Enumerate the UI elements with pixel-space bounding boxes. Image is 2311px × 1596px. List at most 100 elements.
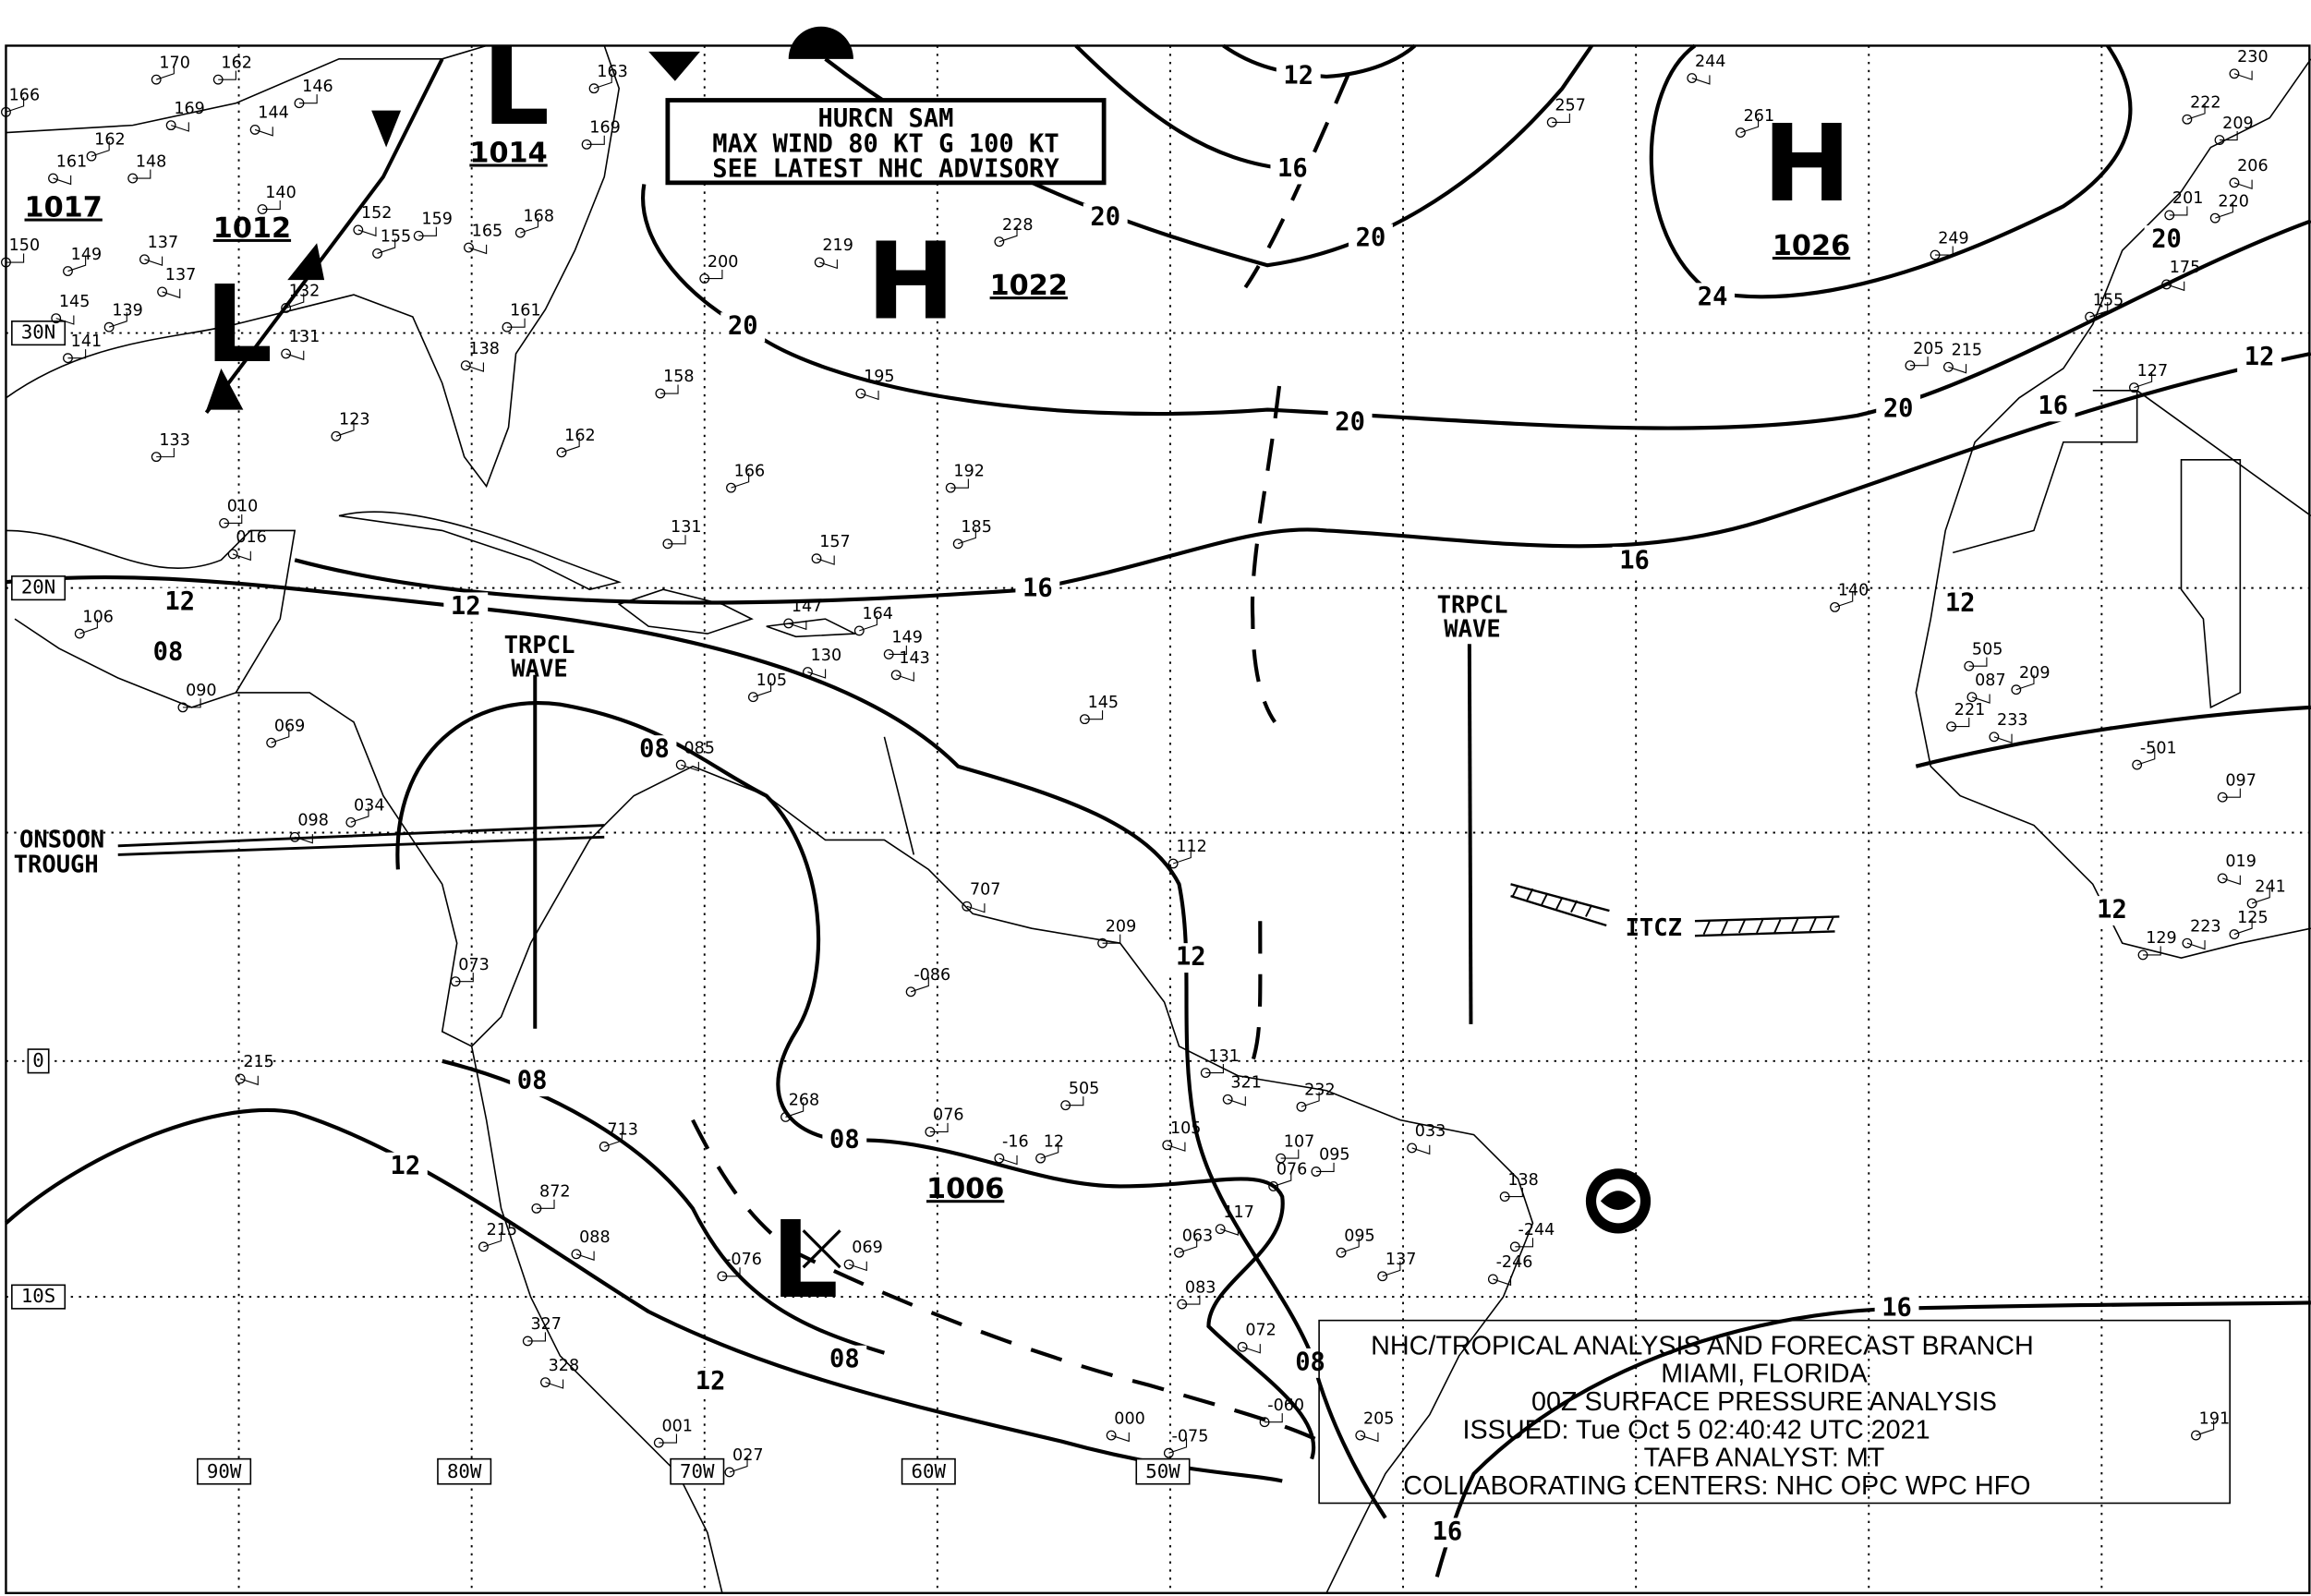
isobar-label: 08 xyxy=(146,637,190,668)
station-circle-icon xyxy=(811,553,822,564)
station-plot: 105 xyxy=(747,671,787,703)
station-pressure: 166 xyxy=(734,462,765,480)
tropical-wave-2: TRPCL WAVE xyxy=(1437,592,1507,1024)
station-plot: 137 xyxy=(1377,1251,1416,1282)
lon-label-90w: 90W xyxy=(197,1457,252,1485)
wind-barb-icon xyxy=(729,1457,748,1473)
station-circle-icon xyxy=(783,618,794,629)
station-plot: 137 xyxy=(157,266,197,299)
station-circle-icon xyxy=(1355,1430,1366,1441)
isobar-label: 12 xyxy=(1938,589,1983,620)
svg-text:H: H xyxy=(866,221,955,345)
isobar-label: 20 xyxy=(1876,394,1921,425)
station-circle-icon xyxy=(1162,1140,1173,1151)
isobar-label: 08 xyxy=(822,1125,867,1155)
isobar-label: 20 xyxy=(1327,407,1373,438)
station-plot: 233 xyxy=(1989,711,2028,744)
station-plot: 143 xyxy=(890,649,930,682)
lon-label-70w: 70W xyxy=(670,1457,725,1485)
svg-text:70W: 70W xyxy=(680,1460,715,1482)
station-circle-icon xyxy=(1163,1447,1174,1458)
lat-lon-grid xyxy=(6,45,2310,1593)
station-plot: 162 xyxy=(86,130,126,162)
station-plot: 072 xyxy=(1237,1322,1276,1354)
isobar-label: 16 xyxy=(2030,392,2075,422)
station-plot: 166 xyxy=(1,86,40,117)
wind-barb-icon xyxy=(455,973,474,983)
station-pressure: 001 xyxy=(661,1417,693,1435)
station-plot: 131 xyxy=(662,518,702,550)
station-pressure: 131 xyxy=(289,328,321,346)
station-circle-icon xyxy=(803,667,813,678)
station-pressure: 148 xyxy=(136,152,167,171)
location: MIAMI, FLORIDA xyxy=(1661,1360,1868,1389)
station-plot: 083 xyxy=(1177,1278,1216,1310)
station-circle-icon xyxy=(1942,361,1954,372)
wind-barb-icon xyxy=(232,550,251,562)
station-circle-icon xyxy=(540,1377,551,1388)
station-plot: 106 xyxy=(74,608,114,639)
station-plot: -060 xyxy=(1259,1396,1304,1428)
station-plot: 195 xyxy=(855,368,895,401)
wind-barb-icon xyxy=(2222,875,2241,886)
wind-barb-icon xyxy=(958,528,976,545)
wind-barb-icon xyxy=(587,135,605,145)
isobar-label: 24 xyxy=(1690,283,1736,313)
station-pressure: 076 xyxy=(1276,1161,1308,1179)
wind-barb-icon xyxy=(1411,1144,1431,1155)
wind-barb-icon xyxy=(2233,179,2253,190)
station-circle-icon xyxy=(1687,73,1698,83)
wind-barb-icon xyxy=(1935,246,1954,256)
station-plot: 219 xyxy=(814,236,853,270)
wind-barb-icon xyxy=(731,473,750,489)
station-plot: 127 xyxy=(2129,362,2168,393)
svg-text:16: 16 xyxy=(1619,546,1650,574)
svg-text:08: 08 xyxy=(1295,1348,1325,1376)
wind-barb-icon xyxy=(483,1231,502,1248)
station-plot: 223 xyxy=(2182,917,2221,950)
isobar-label: 20 xyxy=(1349,224,1393,254)
station-circle-icon xyxy=(2191,1430,2201,1441)
tropical-wave-1: TRPCL WAVE xyxy=(504,632,575,1029)
wind-barb-icon xyxy=(1993,733,2013,744)
isobar-label: 12 xyxy=(382,1152,428,1182)
isobar-label: 20 xyxy=(1083,203,1128,234)
station-pressure: 215 xyxy=(487,1221,518,1239)
wind-barb-icon xyxy=(239,1075,259,1086)
station-circle-icon xyxy=(1035,1153,1046,1164)
station-pressure: 140 xyxy=(1838,582,1869,600)
station-circle-icon xyxy=(556,447,567,458)
station-pressure: 125 xyxy=(2237,909,2269,927)
station-plot: 215 xyxy=(1942,342,1982,374)
station-circle-icon xyxy=(48,173,58,184)
svg-text:12: 12 xyxy=(164,587,195,616)
station-pressure: 162 xyxy=(94,130,125,149)
station-pressure: 161 xyxy=(56,152,88,171)
wind-barb-icon xyxy=(377,238,396,254)
station-pressure: 147 xyxy=(792,598,823,616)
station-plot: 209 xyxy=(2214,115,2254,146)
station-plot: 205 xyxy=(1355,1409,1394,1443)
wind-barb-icon xyxy=(224,514,243,524)
svg-text:1012: 1012 xyxy=(213,212,291,245)
station-circle-icon xyxy=(2229,68,2240,79)
station-plot: 232 xyxy=(1296,1082,1336,1112)
station-plot: 137 xyxy=(139,234,178,266)
station-plot: -501 xyxy=(2132,739,2177,770)
lat-label-30n: 30N xyxy=(11,320,67,346)
station-pressure: 019 xyxy=(2225,852,2257,871)
station-plot: 027 xyxy=(724,1446,764,1478)
wind-barb-icon xyxy=(561,437,580,453)
svg-text:1026: 1026 xyxy=(1773,230,1850,262)
wind-barb-icon xyxy=(593,73,612,90)
station-pressure: 137 xyxy=(165,266,197,284)
station-plot: 144 xyxy=(249,104,289,137)
station-plot: 098 xyxy=(289,812,329,844)
station-plot: 220 xyxy=(2209,192,2249,224)
wind-barb-icon xyxy=(108,312,127,328)
station-pressure: 095 xyxy=(1344,1227,1375,1245)
wind-barb-icon xyxy=(79,619,98,635)
station-pressure: 085 xyxy=(684,739,715,757)
station-plot: 201 xyxy=(2164,189,2203,221)
station-circle-icon xyxy=(952,538,963,550)
